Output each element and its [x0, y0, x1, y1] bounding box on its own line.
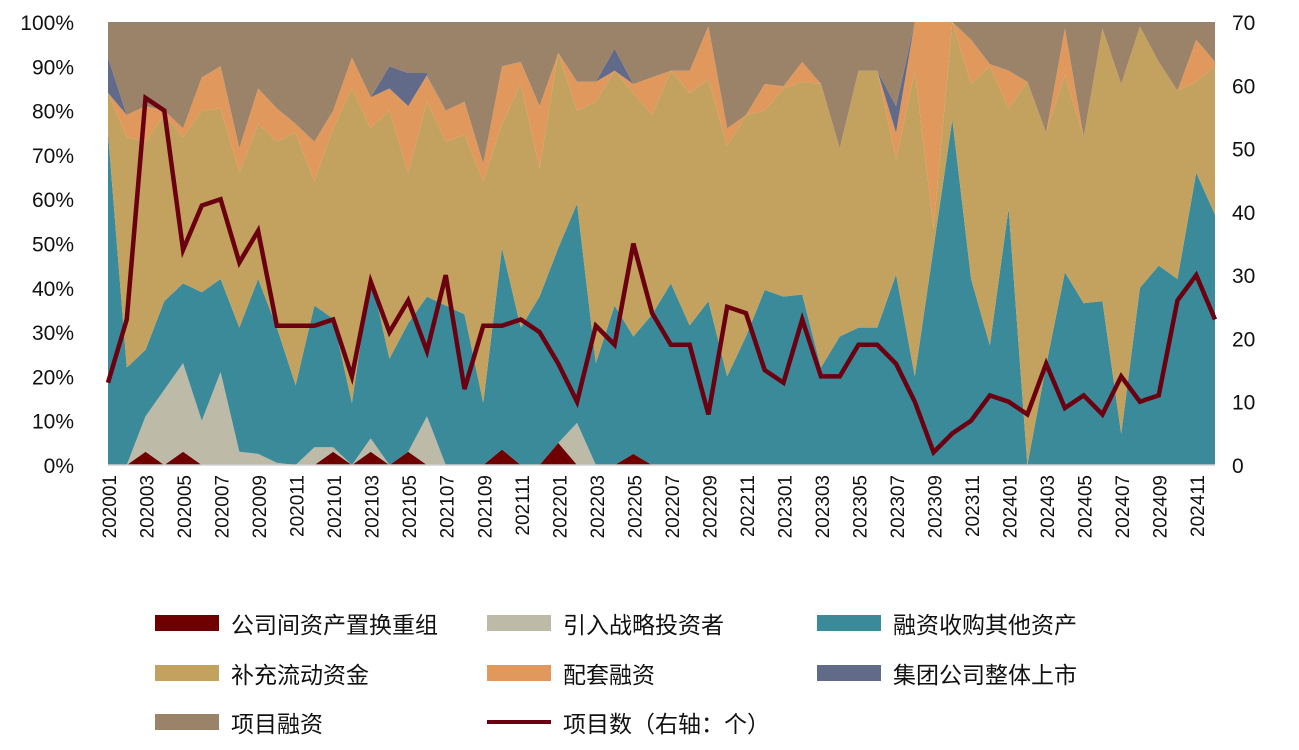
x-tick-label: 202405	[1076, 475, 1097, 538]
x-tick-label: 202309	[926, 475, 947, 538]
area-series-6	[108, 22, 1215, 164]
y-left-tick-label: 90%	[32, 56, 74, 79]
y-right-tick-label: 70	[1232, 12, 1255, 35]
y-right-tick-label: 10	[1232, 392, 1255, 415]
x-tick-label: 202011	[288, 475, 309, 537]
project-count-line	[105, 93, 1218, 457]
y-left-tick-label: 20%	[32, 366, 74, 389]
x-tick-label: 202103	[363, 475, 384, 538]
y-right-tick-label: 20	[1232, 328, 1255, 351]
x-tick-label: 202403	[1038, 475, 1059, 538]
y-right-tick-label: 30	[1232, 265, 1255, 288]
y-right-tick-label: 60	[1232, 75, 1255, 98]
x-tick-label: 202005	[175, 475, 196, 538]
y-left-tick-label: 0%	[44, 455, 74, 478]
x-tick-label: 202409	[1151, 475, 1172, 538]
x-tick-label: 202111	[513, 475, 534, 536]
x-tick-label: 202101	[325, 475, 346, 538]
y-left-tick-label: 60%	[32, 189, 74, 212]
area-series-4	[108, 22, 1215, 228]
axes: 0% 10% 20% 30% 40% 50% 60% 70% 80% 90% 100% 0 10 20 30…	[20, 12, 1255, 538]
y-left-tick-label: 10%	[32, 411, 74, 434]
x-tick-label: 202009	[250, 475, 271, 538]
x-tick-label: 202205	[625, 475, 646, 538]
y-left-tick-label: 40%	[32, 278, 74, 301]
x-tick-label: 202203	[588, 475, 609, 538]
x-tick-label: 202007	[213, 475, 234, 538]
area-series-2	[108, 119, 1215, 466]
y-right-tick-label: 40	[1232, 202, 1255, 225]
y-left-tick-label: 80%	[32, 101, 74, 124]
x-tick-label: 202411	[1188, 475, 1209, 537]
y-left-tick-label: 50%	[32, 234, 74, 257]
x-tick-label: 202211	[738, 475, 759, 537]
x-tick-label: 202109	[475, 475, 496, 538]
area-series-1	[108, 363, 1215, 465]
y-right-tick-label: 50	[1232, 139, 1255, 162]
y-left-tick-label: 100%	[20, 12, 74, 35]
y-left-tick-label: 30%	[32, 322, 74, 345]
x-tick-label: 202307	[888, 475, 909, 538]
y-right-tick-label: 0	[1232, 455, 1244, 478]
area-series-3	[108, 22, 1215, 465]
x-tick-label: 202305	[851, 475, 872, 538]
x-tick-label: 202311	[963, 475, 984, 537]
x-tick-label: 202407	[1113, 475, 1134, 538]
x-tick-label: 202105	[400, 475, 421, 538]
area-layers	[108, 22, 1215, 466]
x-tick-label: 202003	[138, 475, 159, 538]
x-tick-label: 202207	[663, 475, 684, 538]
x-tick-label: 202107	[438, 475, 459, 538]
x-tick-label: 202001	[100, 475, 121, 538]
x-tick-label: 202401	[1001, 475, 1022, 538]
x-tick-label: 202209	[700, 475, 721, 538]
x-tick-label: 202301	[775, 475, 796, 538]
x-tick-label: 202201	[550, 475, 571, 538]
x-tick-label: 202303	[813, 475, 834, 538]
project-count-line-layer	[105, 93, 1218, 457]
y-left-tick-label: 70%	[32, 145, 74, 168]
